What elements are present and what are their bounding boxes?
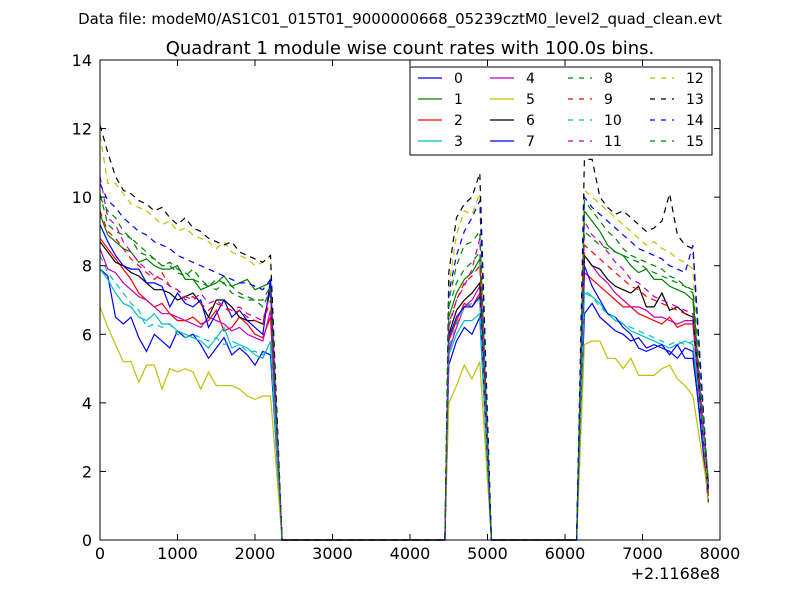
legend-label-5: 5 [526,92,535,108]
legend-label-13: 13 [686,92,704,108]
legend-label-8: 8 [604,71,613,87]
x-tick-label: 6000 [545,544,586,563]
legend-label-0: 0 [454,71,463,87]
series-line-14 [99,183,709,541]
legend-label-10: 10 [604,113,622,129]
legend-label-7: 7 [526,134,535,150]
legend-label-11: 11 [604,134,622,150]
legend-label-14: 14 [686,113,704,129]
y-tick-label: 8 [82,257,92,276]
y-tick-label: 0 [82,531,92,550]
y-tick-label: 6 [82,325,92,344]
x-tick-label: 3000 [312,544,353,563]
x-offset-label: +2.1168e8 [631,564,720,583]
legend-label-3: 3 [454,134,463,150]
chart-title: Quadrant 1 module wise count rates with … [166,38,655,59]
series-line-10 [99,255,709,541]
x-tick-label: 7000 [622,544,663,563]
legend-label-15: 15 [686,134,704,150]
x-tick-label: 4000 [390,544,431,563]
figure-suptitle: Data file: modeM0/AS1C01_015T01_90000006… [78,10,722,29]
x-tick-label: 5000 [467,544,508,563]
y-tick-label: 14 [72,51,92,70]
x-tick-label: 8000 [700,544,741,563]
legend-label-12: 12 [686,71,704,87]
y-tick-label: 12 [72,120,92,139]
legend-label-4: 4 [526,71,535,87]
legend-label-2: 2 [454,113,463,129]
legend-label-1: 1 [454,92,463,108]
y-tick-label: 2 [82,462,92,481]
y-tick-label: 10 [72,188,92,207]
legend-box [409,66,713,156]
x-axis: 0 1000 2000 3000 4000 5000 6000 7000 8000 [95,60,740,563]
y-tick-label: 4 [82,394,92,413]
legend-label-6: 6 [526,113,535,129]
legend-label-9: 9 [604,92,613,108]
x-tick-label: 1000 [157,544,198,563]
x-tick-label: 2000 [235,544,276,563]
x-tick-label: 0 [95,544,105,563]
